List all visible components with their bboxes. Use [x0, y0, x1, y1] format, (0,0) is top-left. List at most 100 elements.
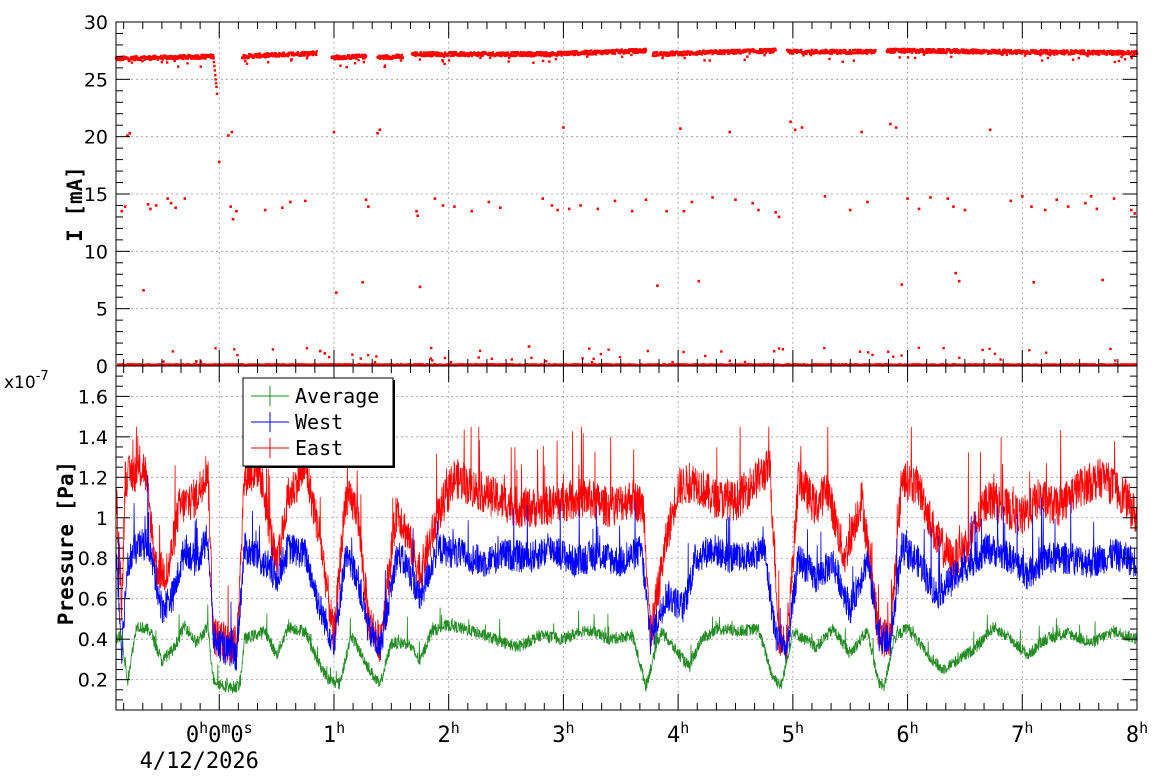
current-point [400, 55, 403, 58]
current-point [832, 48, 835, 52]
current-point [446, 54, 450, 57]
current-point [1114, 359, 1117, 362]
current-point [264, 54, 268, 57]
y-tick-label: 15 [84, 184, 108, 206]
current-point [988, 50, 991, 53]
y-exponent-label: x10-7 [4, 369, 49, 393]
current-point [520, 53, 524, 56]
current-point [141, 59, 144, 63]
current-point [447, 52, 450, 55]
y-exponent-base: x10 [4, 373, 36, 393]
current-point [679, 53, 682, 57]
current-point [800, 48, 803, 52]
current-point [757, 208, 760, 212]
current-point [708, 51, 711, 55]
current-point [584, 49, 587, 52]
current-point [412, 51, 415, 55]
current-point [626, 49, 630, 52]
current-point [165, 61, 169, 64]
current-point [425, 51, 429, 54]
current-point [289, 59, 293, 62]
current-point [655, 50, 659, 54]
current-point [1129, 51, 1133, 54]
current-point [199, 55, 202, 59]
y-tick-label: 1.2 [78, 467, 108, 489]
current-point [227, 134, 230, 137]
current-point [865, 48, 868, 52]
current-point [819, 51, 822, 55]
y-tick-label: 1 [96, 508, 108, 530]
current-point [777, 347, 781, 350]
x-tick-unit: h [1024, 719, 1033, 737]
current-point [202, 53, 205, 56]
current-point [643, 51, 647, 54]
current-point [431, 359, 434, 362]
current-point [772, 350, 776, 353]
current-point [236, 353, 239, 357]
current-point [761, 51, 765, 54]
y-tick-label: 0.4 [78, 629, 108, 651]
current-point [857, 48, 860, 52]
current-point [1039, 48, 1043, 52]
current-point [767, 48, 771, 51]
current-point [401, 56, 404, 59]
current-point [169, 56, 172, 60]
current-point [292, 52, 295, 56]
current-point [463, 54, 467, 58]
current-point [1129, 208, 1133, 212]
current-point [201, 56, 204, 59]
current-point [957, 49, 961, 52]
current-point [394, 56, 398, 59]
current-point [120, 209, 124, 213]
current-point [1120, 55, 1123, 59]
current-point [334, 55, 337, 58]
current-point [764, 47, 767, 51]
current-point [491, 53, 494, 57]
current-point [470, 54, 474, 58]
current-point [946, 197, 950, 200]
current-point [156, 58, 160, 61]
current-point [1113, 60, 1117, 64]
current-point [924, 51, 927, 55]
current-point [1043, 208, 1047, 212]
current-point [838, 51, 841, 54]
current-point [805, 52, 808, 56]
current-point [919, 50, 923, 53]
series-line-east [115, 426, 1138, 664]
x-tick-label: 6h [896, 719, 918, 748]
current-point [315, 53, 318, 57]
current-point [1028, 349, 1031, 352]
current-point [450, 51, 453, 54]
current-point [530, 356, 533, 360]
current-point [809, 53, 813, 57]
current-point [467, 54, 471, 58]
current-point [562, 126, 565, 129]
current-point [852, 59, 855, 62]
current-point [731, 51, 734, 55]
current-point [271, 348, 275, 351]
current-point [305, 347, 309, 350]
current-point [390, 57, 394, 60]
current-point [323, 352, 327, 355]
current-point [529, 51, 532, 54]
current-point [662, 51, 666, 54]
current-point [343, 55, 346, 58]
current-point [777, 215, 781, 219]
current-point [925, 51, 929, 55]
current-point [601, 52, 604, 56]
x-date-label: 4/12/2026 [140, 749, 259, 774]
current-point [807, 49, 811, 53]
current-point [565, 53, 569, 57]
current-point [1048, 54, 1052, 57]
current-point [195, 54, 198, 58]
y-axis-title: I [mA] [63, 166, 87, 242]
current-point [363, 53, 366, 56]
current-point [682, 350, 685, 354]
current-point [361, 57, 365, 60]
current-point [1117, 59, 1121, 63]
current-point [440, 54, 444, 57]
current-point [1052, 49, 1055, 53]
current-point [828, 57, 831, 61]
current-point [142, 289, 145, 292]
current-point [1090, 49, 1094, 53]
